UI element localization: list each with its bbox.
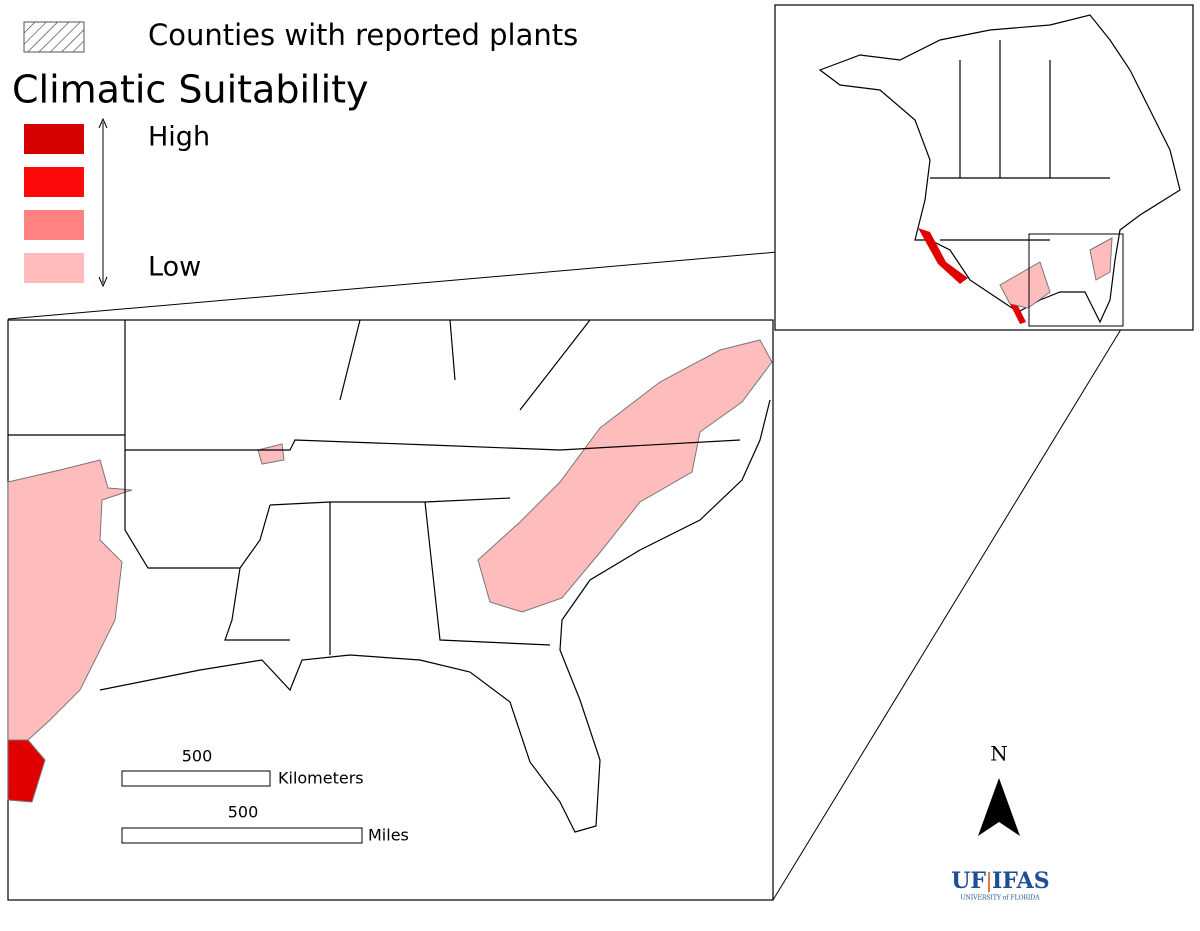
hatch-swatch [23,21,85,53]
hatch-label: Counties with reported plants [148,18,578,52]
logo-ifas: IFAS [992,868,1050,894]
connector [7,239,916,320]
km-value: 500 [182,747,213,766]
scale-bar: 500 Kilometers 500 Miles [121,747,409,845]
main-map [7,319,774,901]
mi-unit: Miles [368,826,409,845]
swatch [24,167,84,197]
legend-title: Climatic Suitability [12,68,369,112]
logo-university: UNIVERSITY of FLORIDA [960,895,1040,902]
inset-map [774,4,1194,331]
legend: Counties with reported plants Climatic S… [12,18,578,288]
mi-value: 500 [228,803,259,822]
north-arrow: N [978,742,1020,836]
north-label: N [990,742,1008,766]
swatch [24,210,84,240]
low-label: Low [148,252,201,283]
high-label: High [148,122,210,153]
logo-uf: UF [951,868,986,894]
swatch [24,124,84,154]
logo: UF IFAS UNIVERSITY of FLORIDA [951,868,1049,902]
connector [772,325,1124,901]
km-unit: Kilometers [278,769,364,788]
arrow-heads [98,117,108,288]
swatch [24,253,84,283]
